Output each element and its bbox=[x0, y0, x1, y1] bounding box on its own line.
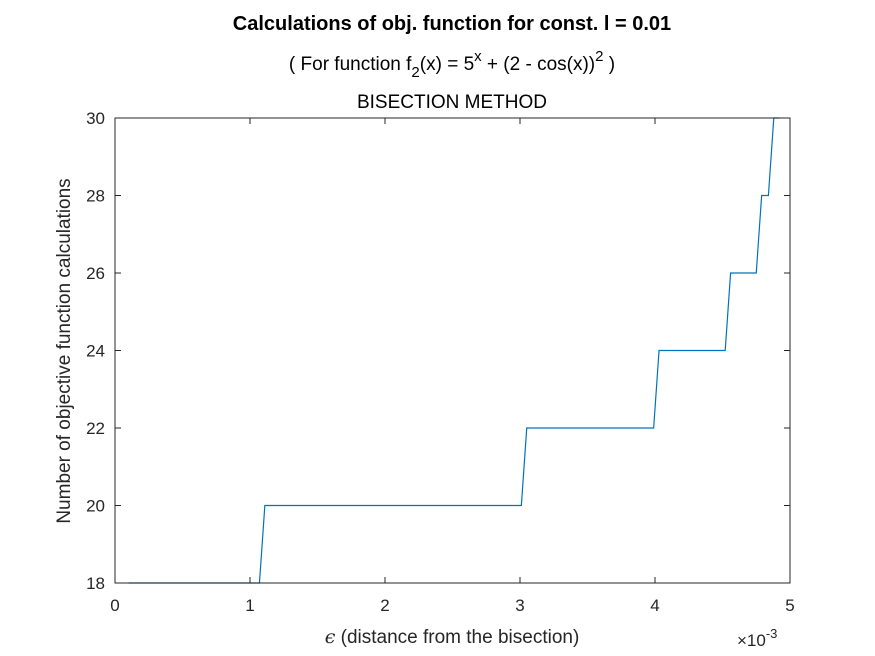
y-tick-label: 24 bbox=[86, 342, 105, 361]
axes-box bbox=[114, 117, 791, 584]
chart-subtitle: ( For function f2(x) = 5x + (2 - cos(x))… bbox=[289, 48, 615, 81]
y-tick-label: 28 bbox=[86, 187, 105, 206]
y-tick-label: 18 bbox=[86, 574, 105, 593]
tick-labels: 0 1 2 3 4 5 18 20 22 24 26 28 30 bbox=[86, 109, 795, 615]
x-axis-exponent-power: -3 bbox=[766, 626, 778, 641]
x-axis-label-text: (distance from the bisection) bbox=[335, 627, 579, 648]
series-line bbox=[128, 117, 780, 584]
x-axis-label: ϵ (distance from the bisection) bbox=[325, 626, 580, 648]
x-tick-label: 5 bbox=[785, 596, 794, 615]
subtitle-sup-2: 2 bbox=[595, 48, 603, 65]
y-tick-label: 30 bbox=[86, 109, 105, 128]
x-tick-label: 3 bbox=[515, 596, 524, 615]
chart-method-label: BISECTION METHOD bbox=[357, 92, 547, 113]
subtitle-sup-x: x bbox=[474, 48, 482, 65]
x-tick-label: 4 bbox=[650, 596, 659, 615]
x-axis-label-symbol: ϵ bbox=[325, 626, 336, 648]
y-axis-label: Number of objective function calculation… bbox=[54, 178, 75, 523]
subtitle-middle: (x) = 5 bbox=[420, 54, 474, 75]
subtitle-end: ) bbox=[603, 54, 615, 75]
y-tick-label: 20 bbox=[86, 497, 105, 516]
subtitle-prefix: ( For function f bbox=[289, 54, 412, 75]
x-axis-exponent: ×10-3 bbox=[737, 626, 777, 650]
subtitle-subscript: 2 bbox=[411, 64, 419, 81]
x-tick-label: 0 bbox=[110, 596, 119, 615]
y-tick-label: 22 bbox=[86, 419, 105, 438]
x-tick-label: 1 bbox=[245, 596, 254, 615]
subtitle-tail: + (2 - cos(x)) bbox=[482, 54, 595, 75]
x-axis-exponent-base: ×10 bbox=[737, 631, 766, 650]
x-tick-label: 2 bbox=[380, 596, 389, 615]
chart-title: Calculations of obj. function for const.… bbox=[233, 13, 671, 35]
y-tick-label: 26 bbox=[86, 264, 105, 283]
